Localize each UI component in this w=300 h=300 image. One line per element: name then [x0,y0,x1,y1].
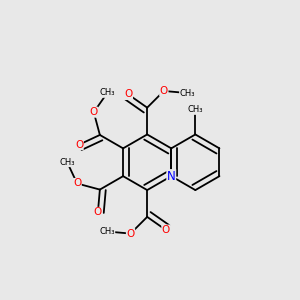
Text: O: O [90,107,98,117]
Text: O: O [126,229,135,238]
Text: N: N [167,170,176,183]
Text: O: O [124,89,133,100]
Text: O: O [73,178,81,188]
Text: CH₃: CH₃ [99,227,115,236]
Text: CH₃: CH₃ [59,158,75,166]
Text: CH₃: CH₃ [180,88,195,98]
Text: CH₃: CH₃ [188,105,203,114]
Text: CH₃: CH₃ [100,88,115,98]
Text: O: O [75,140,83,150]
Text: O: O [162,225,170,235]
Text: O: O [160,86,168,96]
Text: O: O [94,207,102,218]
